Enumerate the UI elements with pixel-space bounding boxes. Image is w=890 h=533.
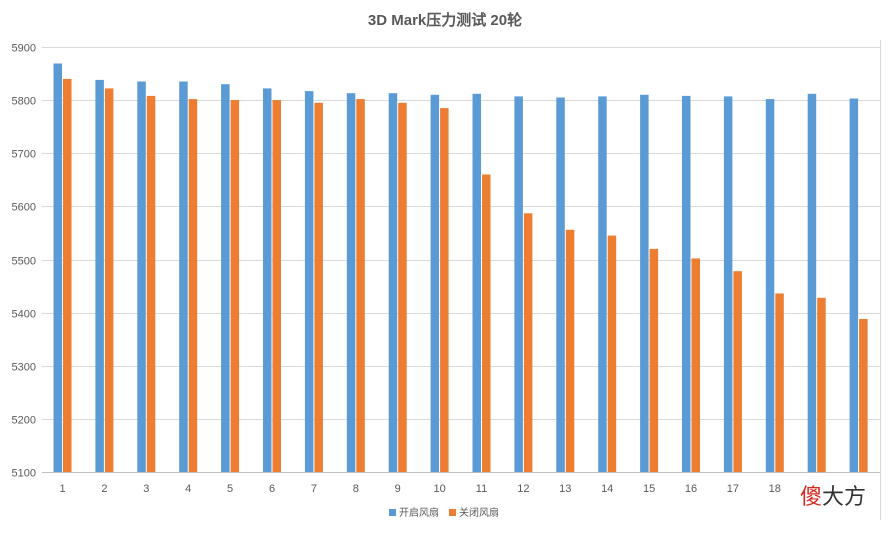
x-tick-label: 11	[476, 483, 487, 495]
y-tick-label: 5800	[12, 96, 36, 108]
bar-fan-off	[314, 102, 323, 473]
bar-fan-off	[440, 108, 449, 472]
x-tick-label: 3	[143, 483, 149, 495]
y-tick-label: 5100	[12, 468, 36, 480]
x-tick-label: 12	[517, 483, 529, 495]
bar-fan-off	[482, 174, 491, 472]
bar-fan-on	[430, 94, 440, 473]
bar-fan-on	[849, 98, 859, 472]
y-tick-label: 5200	[12, 415, 36, 427]
bar-fan-off	[607, 235, 617, 472]
y-tick-label: 5400	[12, 309, 36, 321]
x-tick-label: 8	[353, 483, 359, 495]
x-tick-label: 10	[433, 483, 445, 495]
legend-label: 开启风扇	[399, 506, 439, 519]
bar-fan-on	[95, 79, 104, 473]
bar-fan-off	[104, 88, 114, 473]
x-tick-label: 2	[101, 483, 107, 495]
bar-fan-on	[682, 95, 691, 473]
bar-fan-off	[188, 99, 198, 472]
bar-fan-on	[807, 93, 817, 473]
x-tick-label: 18	[769, 483, 781, 495]
bar-fan-off	[398, 102, 407, 473]
bar-fan-on	[765, 99, 775, 472]
y-tick-label: 5700	[12, 149, 36, 161]
plot-right-border	[880, 40, 881, 520]
bar-fan-off	[523, 213, 533, 473]
x-tick-label: 7	[311, 483, 317, 495]
legend-label: 关闭风扇	[459, 506, 499, 519]
x-tick-label: 1	[59, 483, 65, 495]
bar-fan-off	[859, 319, 868, 472]
bar-fan-on	[472, 93, 481, 473]
legend-swatch	[449, 509, 456, 516]
bar-fan-off	[146, 95, 156, 473]
bar-fan-off	[775, 293, 784, 472]
bar-fan-off	[733, 271, 742, 472]
y-tick-label: 5600	[12, 202, 36, 214]
y-tick-label: 5300	[12, 362, 36, 374]
bar-fan-on	[640, 94, 649, 473]
x-tick-label: 6	[269, 483, 275, 495]
bar-fan-off	[691, 258, 700, 472]
chart-title: 3D Mark压力测试 20轮	[367, 12, 523, 29]
bar-fan-on	[598, 96, 607, 473]
bar-fan-on	[304, 91, 314, 472]
legend-swatch	[389, 509, 396, 516]
bar-fan-on	[137, 81, 146, 472]
x-tick-label: 17	[727, 483, 739, 495]
bar-fan-on	[346, 93, 356, 472]
x-tick-label: 15	[643, 483, 655, 495]
bar-fan-off	[230, 100, 240, 472]
watermark: 傻大方	[800, 479, 866, 511]
watermark-part-1: 傻	[800, 485, 823, 510]
bar-fan-off	[272, 100, 281, 472]
x-tick-label: 16	[685, 483, 697, 495]
bar-fan-on	[388, 93, 398, 472]
x-tick-label: 13	[559, 483, 571, 495]
bar-fan-on	[514, 96, 523, 473]
bar-fan-on	[263, 88, 272, 473]
bar-fan-on	[556, 97, 565, 472]
x-tick-label: 9	[395, 483, 401, 495]
bar-fan-off	[356, 99, 365, 472]
x-tick-label: 5	[227, 483, 233, 495]
bar-fan-on	[221, 84, 230, 472]
bar-fan-on	[723, 96, 733, 473]
bar-fan-off	[63, 78, 72, 473]
bar-fan-off	[565, 229, 575, 472]
bar-fan-off	[817, 297, 826, 473]
bar-fan-on	[53, 63, 62, 472]
x-tick-label: 4	[185, 483, 191, 495]
y-tick-label: 5900	[12, 43, 36, 55]
y-tick-label: 5500	[12, 256, 36, 268]
bar-fan-off	[649, 248, 659, 472]
bar-fan-on	[179, 81, 188, 472]
watermark-part-2: 大方	[822, 485, 867, 510]
x-tick-label: 14	[601, 483, 613, 495]
